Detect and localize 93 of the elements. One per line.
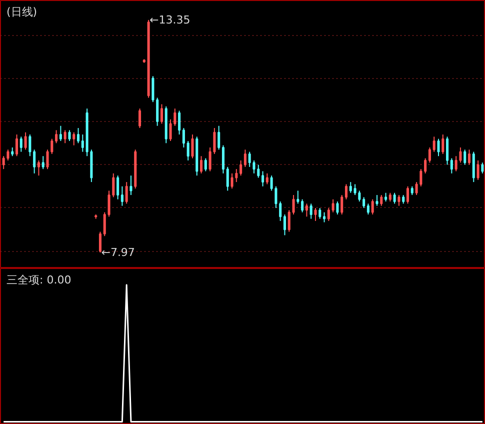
candlestick xyxy=(230,172,234,190)
candlestick xyxy=(340,194,344,215)
candlestick xyxy=(393,192,396,204)
candlestick xyxy=(481,162,484,174)
candlestick xyxy=(288,210,290,232)
candlestick xyxy=(432,136,436,152)
candlestick xyxy=(108,190,110,218)
candlestick xyxy=(240,160,242,176)
candlestick xyxy=(366,203,370,215)
candlestick xyxy=(358,190,361,202)
annotation: ←7.97 xyxy=(101,246,135,260)
candlestick xyxy=(371,198,374,215)
candlestick xyxy=(406,186,410,204)
candlestick xyxy=(125,182,128,204)
candlestick xyxy=(472,151,475,183)
candlestick xyxy=(160,104,163,124)
candlestick xyxy=(15,134,18,157)
candlestick xyxy=(191,134,194,159)
chart-title: 三全项: 0.00 xyxy=(6,274,72,286)
candlestick xyxy=(266,172,268,185)
candlestick xyxy=(252,160,256,174)
candlestick xyxy=(226,166,229,192)
candlestick xyxy=(156,97,159,126)
candlestick xyxy=(120,186,124,206)
candlestick xyxy=(204,158,207,172)
candlestick xyxy=(116,175,120,200)
candlestick xyxy=(464,149,466,166)
candlestick xyxy=(72,132,76,146)
candlestick xyxy=(305,203,308,218)
candlestick xyxy=(349,182,352,194)
candlestick xyxy=(112,172,115,198)
candlestick xyxy=(344,184,348,200)
candlestick xyxy=(76,128,80,144)
candlestick xyxy=(301,198,304,213)
candlestick xyxy=(81,134,84,152)
candlestick xyxy=(270,175,273,192)
candlestick xyxy=(459,146,462,164)
candlestick xyxy=(332,198,334,213)
candlestick xyxy=(59,125,62,142)
candlestick xyxy=(64,130,66,144)
candlestick xyxy=(103,212,106,237)
candlestick xyxy=(257,164,260,178)
candlestick xyxy=(98,231,102,254)
candlestick xyxy=(468,149,471,166)
candlestick xyxy=(262,170,264,187)
candlestick xyxy=(55,130,58,144)
candlestick xyxy=(428,146,431,164)
candlestick xyxy=(283,214,286,236)
candlestick xyxy=(454,156,458,172)
candlestick xyxy=(274,186,278,208)
candlestick xyxy=(446,136,449,166)
candlestick xyxy=(37,160,40,176)
candlestick xyxy=(437,138,440,157)
candlestick xyxy=(318,207,322,220)
candlestick xyxy=(296,190,300,204)
candlestick xyxy=(186,140,190,161)
candlestick xyxy=(50,138,54,154)
candlestick xyxy=(24,132,27,150)
candlestick xyxy=(178,110,181,135)
candlestick xyxy=(292,194,295,215)
candlestick xyxy=(354,184,356,196)
candlestick xyxy=(380,194,383,206)
candlestick xyxy=(42,156,44,170)
candlestick xyxy=(442,134,444,154)
candlestick xyxy=(28,134,32,157)
candlestick xyxy=(450,158,453,174)
candlestick xyxy=(46,149,49,170)
text: (日线) xyxy=(6,6,38,18)
candlestick xyxy=(68,130,71,142)
candlestick xyxy=(327,207,330,222)
candlestick xyxy=(20,136,22,152)
candlestick xyxy=(244,149,246,168)
candlestick xyxy=(314,207,317,222)
candlestick xyxy=(310,203,312,220)
candlestick xyxy=(138,108,142,129)
candlestick xyxy=(218,125,220,150)
candlestick xyxy=(2,156,5,170)
candlestick xyxy=(398,194,400,206)
candlestick xyxy=(130,175,132,196)
candlestick xyxy=(279,201,282,222)
candlestick xyxy=(33,149,36,174)
candlestick xyxy=(248,151,251,168)
annotation: ←13.35 xyxy=(150,13,190,26)
candlestick xyxy=(376,194,378,206)
candlestick xyxy=(362,196,366,208)
candlestick xyxy=(200,156,203,174)
candlestick xyxy=(152,76,154,103)
candlestick xyxy=(476,160,480,180)
candlestick xyxy=(222,144,224,174)
candlestick xyxy=(182,128,185,148)
candlestick xyxy=(424,158,427,174)
candlestick xyxy=(323,212,326,223)
candlestick xyxy=(336,201,339,215)
